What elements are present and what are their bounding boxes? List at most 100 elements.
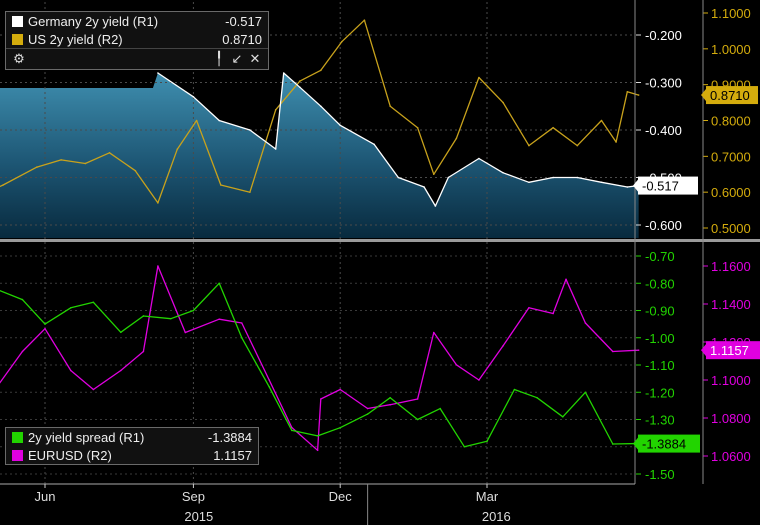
spread-line-point [218,282,221,285]
us-yield-line-point [389,105,392,107]
legend-row-spread[interactable]: 2y yield spread (R1) -1.3884 [6,428,258,446]
us-yield-line-point [84,162,87,165]
spread-line-point [70,306,72,309]
legend-swatch-germany [12,15,23,27]
last-value-germany-pointer [633,179,638,192]
x-tick-label-month: Dec [329,489,353,504]
legend-label-spread: 2y yield spread (R1) [28,429,145,445]
spread-line-point [44,323,46,325]
spread-line-point [170,317,172,320]
us-yield-line-point [528,144,530,147]
germany-yield-line-point [274,148,277,150]
us-yield-line-point [552,126,554,129]
y1-bottom-tick-label: -0.70 [645,249,675,264]
y1-top-tick-label: -0.400 [645,123,682,138]
spread-line-point [612,443,614,445]
legend-row-us[interactable]: US 2y yield (R2) 0.8710 [6,30,268,48]
spread-line-point [120,331,122,334]
legend-label-germany: Germany 2y yield (R1) [28,13,159,29]
germany-yield-line-point [447,176,450,179]
germany-yield-line-point [320,105,322,108]
last-value-us-box [706,86,758,105]
us-yield-line-point [60,159,62,161]
us-yield-line-point [600,119,603,122]
last-value-spread-box [638,434,700,453]
spread-line-point [486,440,488,443]
y2-bottom-tick-label: 1.1000 [711,373,751,388]
eurusd-line-point [44,327,46,330]
us-yield-line-point [576,144,579,147]
y2-top-tick-label: 1.1000 [711,6,751,21]
y1-bottom-tick-label: -1.50 [645,467,675,482]
us-yield-line-point [363,19,366,21]
last-value-spread-pointer [633,437,638,450]
y1-bottom-tick-label: -1.00 [645,331,675,346]
gear-icon[interactable]: ⚙ [13,51,25,66]
close-icon[interactable]: ✕ [249,51,261,66]
eurusd-line-point [157,265,159,267]
us-yield-line-point [432,173,435,176]
spread-line-point [366,413,369,415]
us-yield-line-point [502,101,504,104]
last-value-germany: -0.517 [642,179,679,194]
germany-area [0,73,639,238]
spread-line-point [416,418,419,421]
us-yield-line-point [195,119,198,122]
x-year-label-2015: 2015 [184,509,213,524]
us-yield-line-point [274,108,277,111]
germany-yield-line-point [249,129,251,131]
legend-toolbar: ⚙ ╿ ↙ ✕ [6,48,268,69]
legend-value-eurusd: 1.1157 [213,447,252,463]
eurusd-line-point [21,350,24,353]
us-yield-line-point [626,91,629,93]
eurusd-line-point [316,449,319,452]
eurusd-line-point [268,379,271,381]
bottom-legend[interactable]: 2y yield spread (R1) -1.3884 EURUSD (R2)… [5,427,259,465]
shrink-icon[interactable]: ↙ [231,51,243,66]
germany-yield-line-point [528,181,530,184]
y1-bottom-tick-label: -0.90 [645,304,675,319]
last-value-germany-box [638,176,698,195]
germany-yield-line-point [397,176,400,179]
legend-row-germany[interactable]: Germany 2y yield (R1) -0.517 [6,12,268,30]
spread-line-point [536,396,538,399]
eurusd-line [0,265,639,451]
us-yield-line-point [615,141,617,143]
germany-yield-line-point [552,176,554,179]
legend-swatch-eurusd [12,449,23,461]
us-yield-line-point [220,184,222,186]
eurusd-line-point [120,369,122,372]
legend-row-eurusd[interactable]: EURUSD (R2) 1.1157 [6,446,258,464]
us-yield-line-point [36,166,38,168]
germany-yield-line-point [218,119,221,122]
spread-line-point [513,388,516,391]
eurusd-line-point [218,318,221,321]
eurusd-line-point [320,398,322,400]
us-yield-line-point [249,191,251,193]
last-value-spread: -1.3884 [642,437,686,452]
eurusd-line-point [339,388,342,391]
spread-line [0,282,639,448]
eurusd-line-point [455,364,458,366]
pin-icon[interactable]: ╿ [215,51,223,66]
germany-yield-line-point [600,181,603,184]
legend-swatch-spread [12,431,23,443]
spread-line-point [316,435,319,437]
germany-yield-line-point [502,171,504,174]
y1-bottom-tick-label: -0.80 [645,276,675,291]
y1-bottom-tick-label: -1.10 [645,358,675,373]
germany-yield-line-point [339,124,342,127]
eurusd-line-point [241,322,243,324]
us-yield-line-point [157,202,159,204]
y1-top-tick-label: -0.600 [645,218,682,233]
germany-yield-line-point [423,186,425,188]
eurusd-line-point [291,426,293,429]
top-legend[interactable]: Germany 2y yield (R1) -0.517 US 2y yield… [5,11,269,70]
us-yield-line [0,19,639,204]
spread-line-point [463,445,466,448]
eurusd-line-point [432,331,435,334]
x-tick-label-month: Sep [182,489,205,504]
y1-top-tick-label: -0.300 [645,76,682,91]
eurusd-line-point [478,379,480,381]
